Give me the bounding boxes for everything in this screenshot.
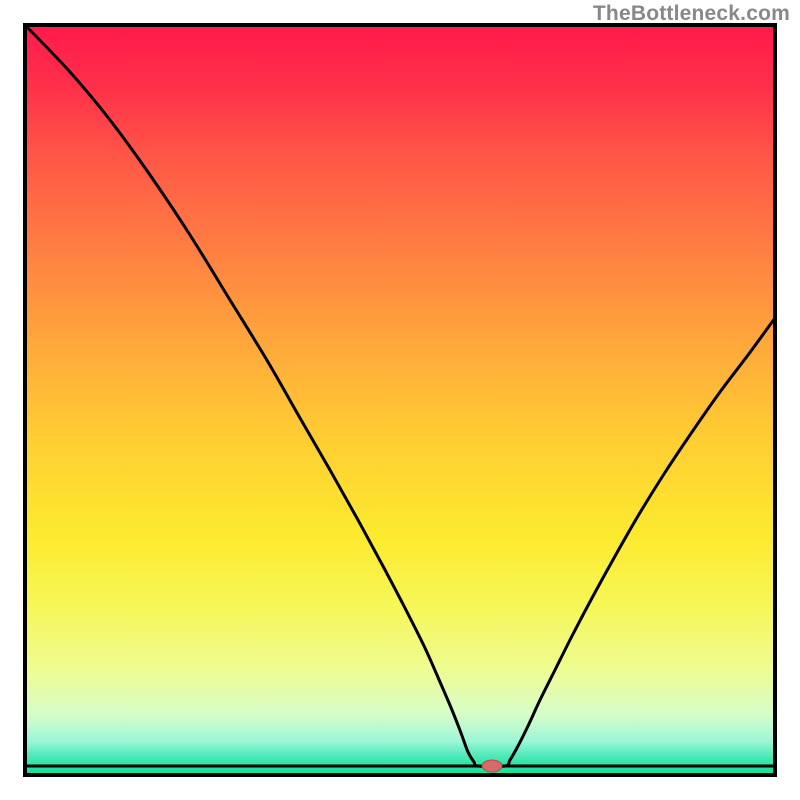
optimal-marker [482, 760, 502, 772]
watermark-text: TheBottleneck.com [593, 2, 790, 26]
chart-frame: TheBottleneck.com [0, 0, 800, 800]
gradient-background [25, 25, 775, 775]
bottleneck-curve-chart [0, 0, 800, 800]
